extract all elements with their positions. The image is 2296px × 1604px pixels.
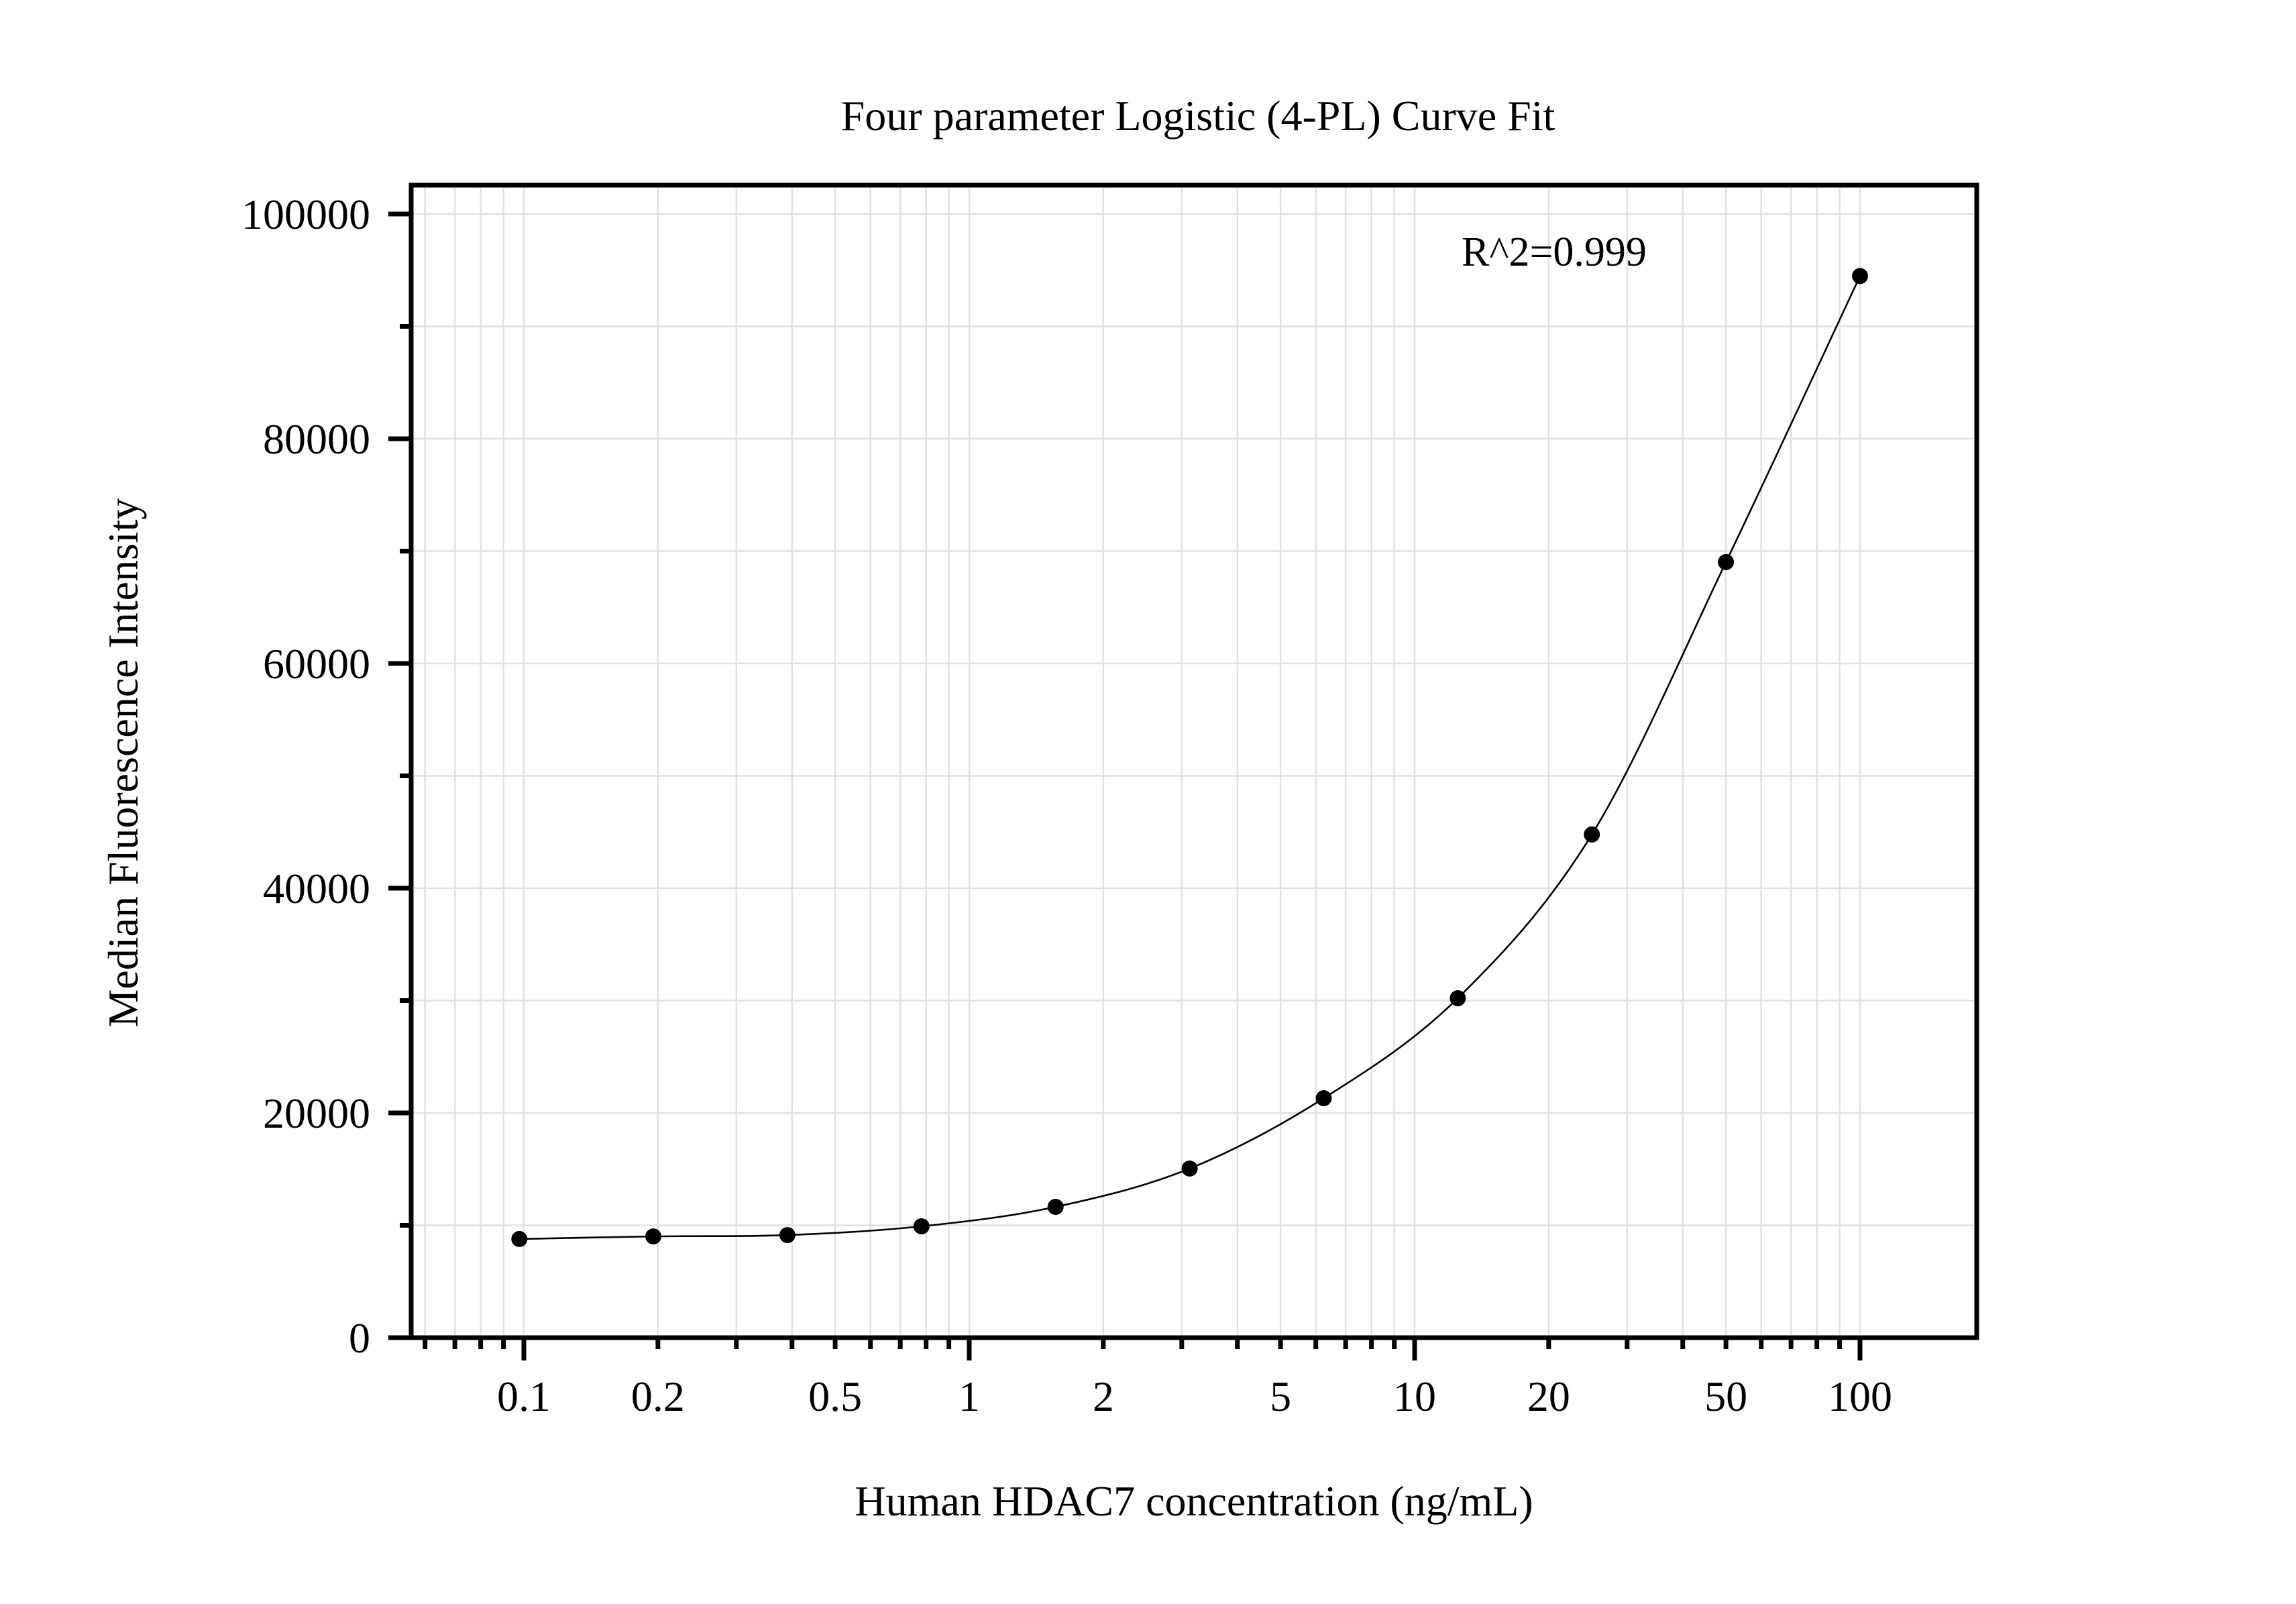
data-point (1315, 1090, 1332, 1107)
y-tick-label: 0 (349, 1314, 370, 1362)
x-tick-label: 0.1 (497, 1373, 551, 1420)
x-tick-label: 10 (1393, 1373, 1436, 1420)
y-tick-label: 60000 (263, 640, 370, 688)
y-tick-label: 40000 (263, 865, 370, 912)
y-tick-label: 20000 (263, 1089, 370, 1137)
x-tick-label: 20 (1527, 1373, 1570, 1420)
y-axis: 0 20000 40000 60000 80000 100000 (241, 191, 411, 1362)
x-tick-label: 5 (1270, 1373, 1291, 1420)
x-tick-label: 100 (1828, 1373, 1892, 1420)
plot-frame (408, 182, 1979, 1340)
x-tick-label: 50 (1704, 1373, 1747, 1420)
x-tick-label: 2 (1093, 1373, 1114, 1420)
data-point (1852, 268, 1868, 284)
data-points (511, 268, 1868, 1247)
fit-curve (519, 275, 1861, 1240)
chart-title: Four parameter Logistic (4-PL) Curve Fit (841, 92, 1555, 140)
data-point (1181, 1160, 1198, 1177)
data-point (1450, 990, 1466, 1006)
data-point (1047, 1199, 1064, 1216)
y-tick-label: 100000 (241, 191, 370, 238)
data-point (913, 1218, 930, 1235)
data-point (1718, 553, 1735, 570)
r-squared-annotation: R^2=0.999 (1462, 229, 1647, 275)
y-tick-label: 80000 (263, 415, 370, 463)
fit-curve-layer (519, 275, 1861, 1240)
x-tick-label: 0.2 (631, 1373, 685, 1420)
x-tick-label: 0.5 (808, 1373, 862, 1420)
data-point (511, 1230, 528, 1247)
data-point (779, 1227, 796, 1244)
x-axis: 0.1 0.2 0.5 1 2 5 10 20 50 100 (423, 1338, 1892, 1420)
x-tick-label: 1 (959, 1373, 980, 1420)
gridlines (414, 188, 1974, 1335)
data-point (1584, 826, 1600, 843)
data-point (645, 1228, 662, 1245)
x-axis-title: Human HDAC7 concentration (ng/mL) (855, 1477, 1533, 1525)
y-axis-title: Median Fluorescence Intensity (99, 498, 147, 1027)
